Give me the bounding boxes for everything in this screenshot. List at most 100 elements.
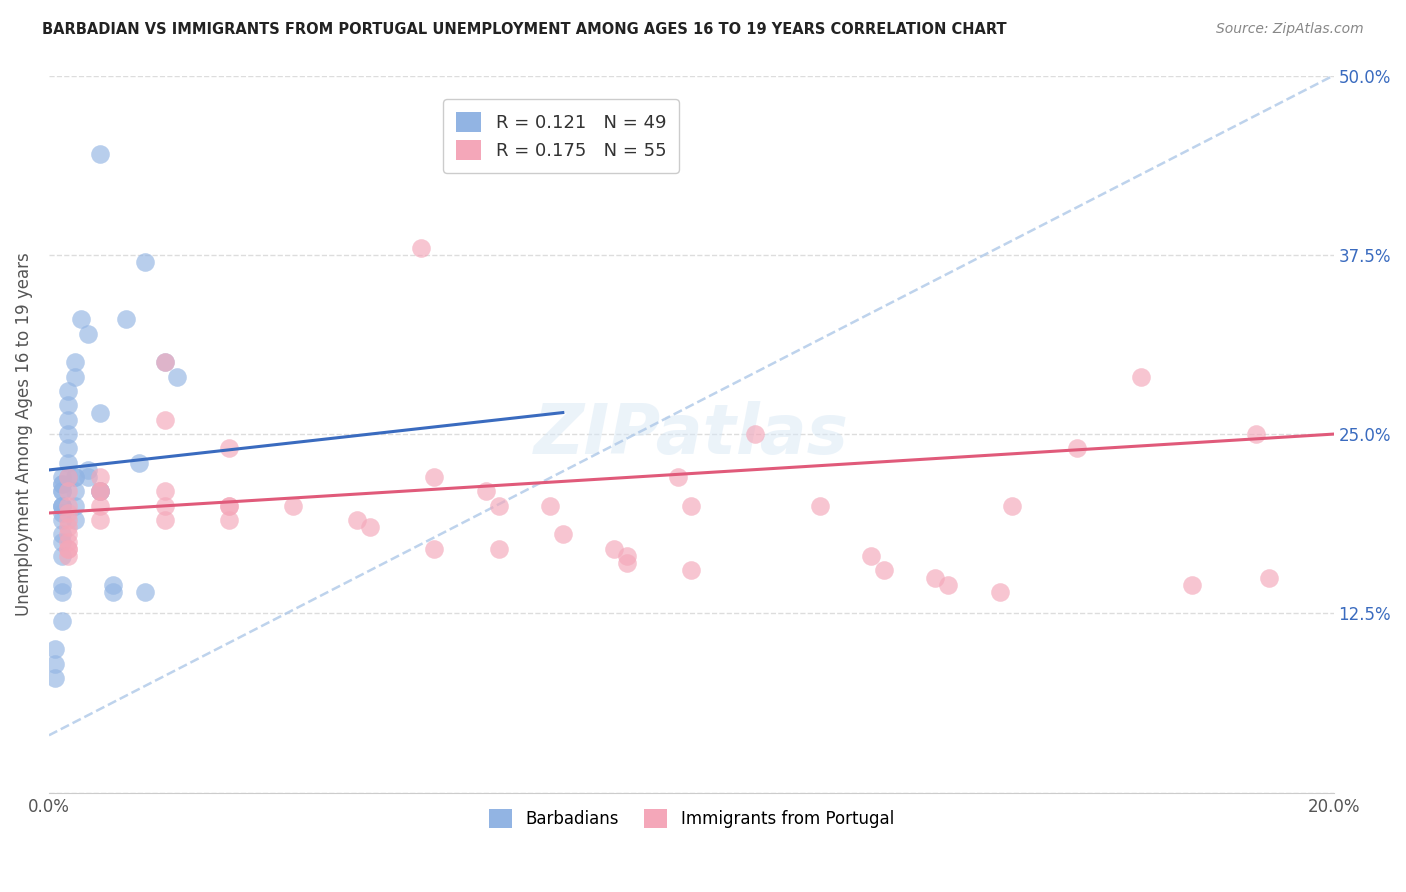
Point: [808, 499, 831, 513]
Point: [58, 549, 80, 563]
Point: [76, 326, 98, 341]
Point: [58, 527, 80, 541]
Point: [474, 484, 496, 499]
Point: [603, 541, 626, 556]
Point: [89, 484, 111, 499]
Point: [681, 499, 703, 513]
Point: [1001, 499, 1024, 513]
Point: [51, 577, 73, 591]
Point: [153, 355, 176, 369]
Point: [488, 499, 510, 513]
Point: [281, 499, 304, 513]
Point: [134, 255, 156, 269]
Point: [58, 442, 80, 456]
Point: [58, 534, 80, 549]
Point: [89, 406, 111, 420]
Point: [76, 463, 98, 477]
Point: [153, 413, 176, 427]
Point: [551, 527, 574, 541]
Point: [218, 499, 240, 513]
Point: [58, 470, 80, 484]
Point: [58, 398, 80, 412]
Point: [89, 484, 111, 499]
Point: [51, 585, 73, 599]
Point: [218, 513, 240, 527]
Point: [681, 563, 703, 577]
Point: [873, 563, 896, 577]
Point: [115, 312, 138, 326]
Point: [58, 513, 80, 527]
Point: [70, 312, 93, 326]
Point: [936, 577, 959, 591]
Point: [58, 499, 80, 513]
Point: [51, 484, 73, 499]
Legend: Barbadians, Immigrants from Portugal: Barbadians, Immigrants from Portugal: [482, 802, 900, 835]
Y-axis label: Unemployment Among Ages 16 to 19 years: Unemployment Among Ages 16 to 19 years: [15, 252, 32, 616]
Point: [51, 470, 73, 484]
Point: [63, 499, 86, 513]
Point: [1129, 369, 1152, 384]
Point: [1258, 570, 1281, 584]
Point: [616, 549, 638, 563]
Point: [51, 499, 73, 513]
Point: [668, 470, 690, 484]
Point: [58, 520, 80, 534]
Point: [89, 513, 111, 527]
Text: Source: ZipAtlas.com: Source: ZipAtlas.com: [1216, 22, 1364, 37]
Text: BARBADIAN VS IMMIGRANTS FROM PORTUGAL UNEMPLOYMENT AMONG AGES 16 TO 19 YEARS COR: BARBADIAN VS IMMIGRANTS FROM PORTUGAL UN…: [42, 22, 1007, 37]
Point: [44, 642, 66, 657]
Point: [51, 614, 73, 628]
Point: [218, 499, 240, 513]
Point: [1066, 442, 1088, 456]
Point: [76, 470, 98, 484]
Point: [51, 506, 73, 520]
Point: [103, 577, 125, 591]
Point: [89, 147, 111, 161]
Point: [58, 506, 80, 520]
Point: [359, 520, 381, 534]
Point: [924, 570, 946, 584]
Point: [58, 456, 80, 470]
Point: [58, 470, 80, 484]
Point: [51, 477, 73, 491]
Point: [153, 484, 176, 499]
Point: [153, 513, 176, 527]
Point: [63, 470, 86, 484]
Point: [166, 369, 188, 384]
Text: ZIPatlas: ZIPatlas: [534, 401, 849, 467]
Point: [58, 484, 80, 499]
Point: [103, 585, 125, 599]
Point: [51, 534, 73, 549]
Point: [44, 671, 66, 685]
Point: [134, 585, 156, 599]
Point: [988, 585, 1011, 599]
Point: [488, 541, 510, 556]
Point: [89, 470, 111, 484]
Point: [44, 657, 66, 671]
Point: [860, 549, 883, 563]
Point: [63, 369, 86, 384]
Point: [744, 427, 766, 442]
Point: [63, 484, 86, 499]
Point: [51, 484, 73, 499]
Point: [218, 442, 240, 456]
Point: [128, 456, 150, 470]
Point: [63, 513, 86, 527]
Point: [89, 484, 111, 499]
Point: [58, 541, 80, 556]
Point: [1246, 427, 1268, 442]
Point: [346, 513, 368, 527]
Point: [51, 499, 73, 513]
Point: [58, 427, 80, 442]
Point: [616, 556, 638, 570]
Point: [51, 527, 73, 541]
Point: [153, 355, 176, 369]
Point: [63, 355, 86, 369]
Point: [51, 499, 73, 513]
Point: [51, 477, 73, 491]
Point: [89, 499, 111, 513]
Point: [89, 484, 111, 499]
Point: [423, 541, 446, 556]
Point: [423, 470, 446, 484]
Point: [538, 499, 561, 513]
